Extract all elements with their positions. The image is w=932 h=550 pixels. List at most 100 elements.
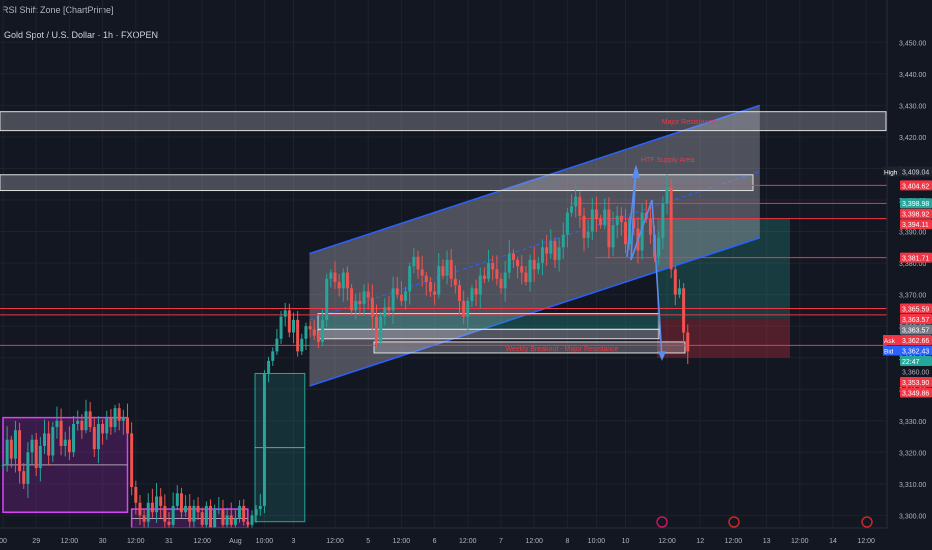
candle-body <box>287 310 291 333</box>
candle-body <box>258 505 262 510</box>
y-tick-label: 3,310.00 <box>899 482 926 489</box>
candle-body <box>333 272 337 282</box>
y-tick-label: 3,370.00 <box>899 293 926 300</box>
candle-body <box>96 423 100 450</box>
candle-body <box>325 278 329 320</box>
candle-body <box>329 272 333 279</box>
candle-body <box>404 291 408 301</box>
price-label-bg <box>900 166 932 177</box>
candle-body <box>375 316 378 342</box>
candle-body <box>84 411 88 431</box>
x-tick-label: 5 <box>366 538 370 545</box>
x-tick-label: 12:00 <box>61 538 79 545</box>
candle-body <box>682 288 686 333</box>
price-axis-bg <box>887 0 932 550</box>
candle-body <box>121 417 125 421</box>
x-tick-label: 12 <box>696 538 704 545</box>
candle-body <box>590 209 594 232</box>
price-label-bg <box>900 345 932 356</box>
htf-supply-box <box>0 174 754 192</box>
candle-body <box>142 515 146 522</box>
stop-loss-zone <box>657 318 790 358</box>
candle-body <box>478 275 482 295</box>
candle-body <box>416 256 420 270</box>
candle-body <box>582 215 586 238</box>
price-label-bg <box>900 180 932 191</box>
candle-body <box>603 209 607 226</box>
y-tick-label: 3,300.00 <box>899 513 926 520</box>
candle-body <box>204 505 208 525</box>
candle-body <box>661 203 665 238</box>
candle-body <box>300 338 304 352</box>
y-tick-label: 3,430.00 <box>899 103 926 110</box>
x-tick-label: 12:00 <box>326 538 344 545</box>
candle-body <box>437 266 441 295</box>
price-label: 3,363.57 <box>902 328 929 335</box>
channel-fill <box>309 105 760 387</box>
candle-body <box>221 509 225 525</box>
candle-body <box>105 417 109 434</box>
channel-lower-line <box>309 237 761 387</box>
candle-body <box>238 505 242 519</box>
candle-body <box>308 326 312 330</box>
side-tag: Ask <box>884 338 896 345</box>
price-label-bg <box>900 219 932 230</box>
candle-body <box>175 493 179 506</box>
x-tick-label: 3 <box>292 538 296 545</box>
candle-body <box>250 515 254 525</box>
candle-body <box>399 294 403 301</box>
price-label-bg <box>900 252 932 263</box>
projection-arrowhead <box>632 164 640 178</box>
side-tag: Bid <box>884 349 894 356</box>
candle-body <box>242 505 246 522</box>
candle-body <box>92 427 96 450</box>
candle-body <box>362 291 366 305</box>
candle-body <box>134 487 138 503</box>
candle-body <box>225 515 229 525</box>
x-tick-label: 8 <box>565 538 569 545</box>
candle-body <box>532 259 536 270</box>
price-label: 3,360.00 <box>902 370 929 377</box>
candle-body <box>229 515 233 525</box>
candle-body <box>408 266 412 292</box>
projection-path <box>626 168 663 358</box>
candle-body <box>350 288 354 311</box>
candle-body <box>607 209 611 248</box>
side-tag-bg <box>883 345 900 356</box>
candle-body <box>188 505 192 522</box>
candle-body <box>179 493 183 513</box>
candle-body <box>30 439 34 453</box>
symbol-title: Gold Spot / U.S. Dollar · 1h · FXOPEN <box>4 30 159 40</box>
candle-body <box>292 319 295 333</box>
price-label: 3,349.86 <box>902 391 929 398</box>
candle-body <box>503 272 507 289</box>
channel-midline <box>309 171 761 321</box>
price-label-bg <box>900 387 932 398</box>
candle-body <box>507 253 511 273</box>
candle-body <box>63 439 67 446</box>
candle-body <box>495 269 499 279</box>
candle-body <box>615 215 619 226</box>
x-tick-label: 12:00 <box>127 538 145 545</box>
candle-body <box>636 228 640 251</box>
currency-button[interactable]: USD <box>898 27 926 44</box>
candle-body <box>80 420 84 431</box>
candle-body <box>578 196 582 216</box>
y-tick-label: 3,340.00 <box>899 387 926 394</box>
side-tag: High <box>884 169 898 176</box>
candle-body <box>184 505 188 513</box>
candle-body <box>536 263 540 270</box>
candle-body <box>686 332 690 352</box>
candle-body <box>200 512 204 525</box>
candle-body <box>358 300 362 305</box>
candle-body <box>366 291 370 298</box>
candle-body <box>528 259 532 282</box>
candle-body <box>462 300 466 317</box>
candle-body <box>516 259 520 267</box>
annotation-label: Weekly Breakout - Major Resistance <box>506 346 619 353</box>
side-tag-bg <box>883 166 900 177</box>
supply-zone-box <box>2 416 129 513</box>
candle-body <box>499 278 503 289</box>
